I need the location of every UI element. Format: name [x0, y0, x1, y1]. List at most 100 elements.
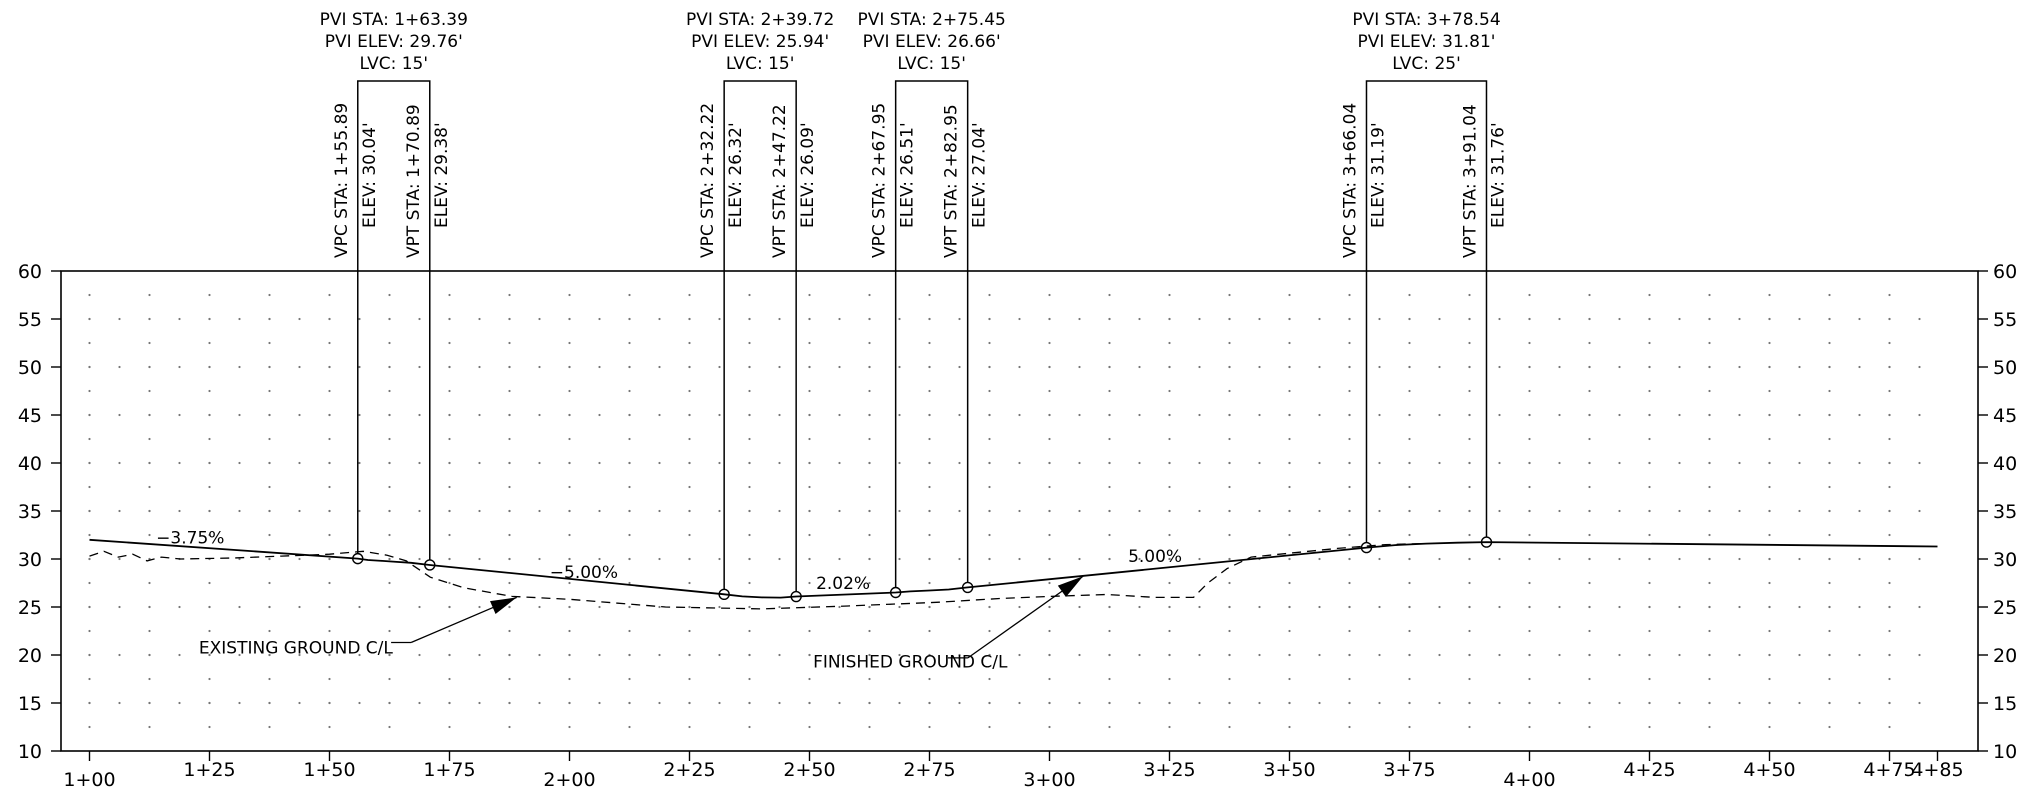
grid-dot — [928, 461, 931, 465]
y-tick-label-left: 45 — [18, 405, 42, 427]
grid-dot — [1198, 317, 1201, 321]
grid-dot — [88, 509, 91, 513]
grid-dot — [1168, 701, 1171, 705]
grid-dot — [1678, 413, 1681, 417]
grid-dot — [1708, 725, 1711, 729]
grid-dot — [1798, 365, 1801, 369]
grid-dot — [448, 341, 451, 345]
grid-dot — [88, 605, 91, 609]
grid-dot — [658, 557, 661, 561]
grid-dot — [1498, 317, 1501, 321]
grid-dot — [448, 533, 451, 537]
grid-dot — [1528, 485, 1531, 489]
grid-dot — [1288, 461, 1291, 465]
grid-dot — [1438, 701, 1441, 705]
grid-dot — [1858, 701, 1861, 705]
grid-dot — [1528, 533, 1531, 537]
grid-dot — [658, 317, 661, 321]
grid-dot — [1828, 509, 1831, 513]
grid-dot — [388, 509, 391, 513]
grid-dot — [88, 341, 91, 345]
grid-dot — [1708, 653, 1711, 657]
grid-dot — [1648, 485, 1651, 489]
grid-dot — [1258, 509, 1261, 513]
grid-dot — [298, 653, 301, 657]
grid-dot — [148, 629, 151, 633]
grid-dot — [1108, 461, 1111, 465]
grid-dot — [1678, 653, 1681, 657]
grade-label: −5.00% — [550, 563, 618, 583]
grid-dot — [388, 389, 391, 393]
grid-dot — [1228, 533, 1231, 537]
grid-dot — [1078, 701, 1081, 705]
grid-dot — [1648, 701, 1651, 705]
grid-dot — [1318, 413, 1321, 417]
grid-dot — [1258, 317, 1261, 321]
grid-dot — [868, 413, 871, 417]
grid-dot — [1258, 461, 1261, 465]
grid-dot — [1168, 293, 1171, 297]
grid-dot — [568, 629, 571, 633]
grid-dot — [148, 701, 151, 705]
grid-dot — [1798, 413, 1801, 417]
grid-dot — [778, 653, 781, 657]
grid-dot — [538, 557, 541, 561]
grid-dot — [988, 413, 991, 417]
grid-dot — [658, 605, 661, 609]
grid-dot — [1708, 365, 1711, 369]
grid-dot — [208, 677, 211, 681]
vertical-curve-bracket — [357, 80, 431, 565]
grid-dot — [178, 413, 181, 417]
grid-dot — [358, 317, 361, 321]
grid-dot — [628, 653, 631, 657]
grid-dot — [628, 365, 631, 369]
grid-dot — [568, 725, 571, 729]
grid-dot — [598, 461, 601, 465]
grid-dot — [268, 557, 271, 561]
grid-dot — [1228, 317, 1231, 321]
grid-dot — [1108, 629, 1111, 633]
grid-dot — [1438, 461, 1441, 465]
grid-dot — [928, 533, 931, 537]
grid-dot — [988, 293, 991, 297]
grid-dot — [688, 461, 691, 465]
grid-dot — [958, 509, 961, 513]
grid-dot — [1798, 509, 1801, 513]
grid-dot — [538, 605, 541, 609]
grid-dot — [808, 437, 811, 441]
grid-dot — [508, 293, 511, 297]
grid-dot — [1738, 701, 1741, 705]
grid-dot — [1288, 653, 1291, 657]
grid-dot — [778, 413, 781, 417]
grid-dot — [1288, 485, 1291, 489]
vertical-curve-bracket — [1365, 80, 1488, 548]
grid-dot — [478, 365, 481, 369]
grid-dot — [508, 509, 511, 513]
grid-dot — [88, 677, 91, 681]
vpt-elevation-label: ELEV: 26.09' — [798, 122, 818, 228]
grid-dot — [1288, 437, 1291, 441]
grid-dot — [1768, 485, 1771, 489]
grid-dot — [1168, 557, 1171, 561]
grid-dot — [1198, 413, 1201, 417]
y-tick-label-right: 20 — [1993, 645, 2017, 667]
grid-dot — [1528, 389, 1531, 393]
y-tick-label-right: 10 — [1993, 741, 2017, 763]
grid-dot — [1168, 317, 1171, 321]
lvc-label: LVC: 15' — [897, 54, 966, 74]
grid-dot — [388, 533, 391, 537]
grid-dot — [388, 437, 391, 441]
grid-dot — [1768, 389, 1771, 393]
grid-dot — [1588, 509, 1591, 513]
grid-dot — [598, 701, 601, 705]
x-tick-label: 2+50 — [783, 759, 835, 781]
grid-dot — [118, 509, 121, 513]
grid-dot — [1588, 701, 1591, 705]
grid-dot — [1078, 317, 1081, 321]
grid-dot — [1678, 317, 1681, 321]
grid-dot — [538, 413, 541, 417]
grid-dot — [1708, 437, 1711, 441]
grid-dot — [1708, 533, 1711, 537]
grid-dot — [1408, 485, 1411, 489]
grid-dot — [628, 557, 631, 561]
